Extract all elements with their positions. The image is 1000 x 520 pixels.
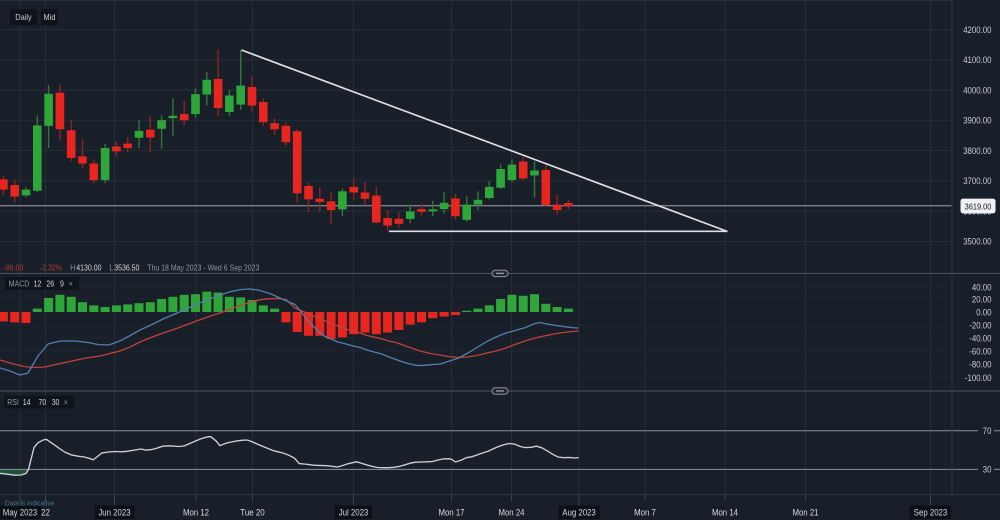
svg-text:-80.00: -80.00 [969, 360, 991, 370]
svg-text:22: 22 [41, 507, 50, 517]
svg-text:-86.00: -86.00 [4, 263, 24, 272]
svg-text:L: L [109, 263, 113, 272]
svg-text:4100.00: 4100.00 [963, 55, 991, 65]
svg-text:Mon 14: Mon 14 [712, 507, 738, 517]
svg-text:-60.00: -60.00 [969, 346, 991, 356]
svg-text:3619.00: 3619.00 [965, 202, 992, 212]
svg-text:MACD: MACD [9, 279, 30, 288]
svg-text:-40.00: -40.00 [969, 333, 991, 343]
svg-text:Jul 2023: Jul 2023 [339, 507, 369, 517]
svg-text:30: 30 [983, 465, 992, 475]
svg-text:-2.32%: -2.32% [40, 263, 62, 272]
svg-text:3700.00: 3700.00 [963, 176, 991, 186]
svg-text:3900.00: 3900.00 [963, 116, 991, 126]
svg-text:4200.00: 4200.00 [963, 25, 991, 35]
svg-text:Aug 2023: Aug 2023 [562, 507, 596, 517]
svg-text:Mid: Mid [44, 12, 56, 22]
svg-text:70: 70 [983, 426, 992, 436]
svg-text:Jun 2023: Jun 2023 [98, 507, 130, 517]
svg-text:20.00: 20.00 [972, 294, 992, 304]
svg-text:4000.00: 4000.00 [963, 85, 991, 95]
svg-text:0.00: 0.00 [976, 307, 991, 317]
svg-text:12: 12 [34, 279, 42, 288]
svg-text:3800.00: 3800.00 [963, 146, 991, 156]
svg-text:30: 30 [52, 398, 60, 407]
svg-text:Sep 2023: Sep 2023 [914, 507, 948, 517]
svg-text:Mon 21: Mon 21 [792, 507, 818, 517]
svg-text:40.00: 40.00 [972, 282, 992, 292]
svg-text:Mon 12: Mon 12 [183, 507, 209, 517]
svg-text:H: H [70, 263, 75, 272]
svg-text:70: 70 [39, 398, 47, 407]
svg-text:×: × [69, 279, 73, 288]
svg-text:×: × [64, 398, 68, 407]
svg-text:Tue 20: Tue 20 [240, 507, 264, 517]
svg-text:4130.00: 4130.00 [76, 263, 102, 272]
svg-text:Thu 18 May 2023 - Wed 6 Sep 20: Thu 18 May 2023 - Wed 6 Sep 2023 [147, 263, 260, 272]
svg-text:May 2023: May 2023 [3, 507, 37, 517]
svg-text:9: 9 [60, 279, 64, 288]
svg-text:Data is indicative: Data is indicative [5, 499, 54, 508]
svg-text:-100.00: -100.00 [965, 373, 992, 383]
svg-text:-20.00: -20.00 [969, 320, 991, 330]
svg-text:3500.00: 3500.00 [963, 237, 991, 247]
svg-text:Mon 17: Mon 17 [438, 507, 464, 517]
svg-text:14: 14 [23, 398, 31, 407]
svg-text:Daily: Daily [15, 12, 32, 22]
svg-text:Mon 24: Mon 24 [498, 507, 524, 517]
svg-text:Mon 7: Mon 7 [634, 507, 656, 517]
svg-text:26: 26 [46, 279, 54, 288]
svg-text:3536.50: 3536.50 [114, 263, 140, 272]
svg-text:RSI: RSI [7, 398, 19, 407]
